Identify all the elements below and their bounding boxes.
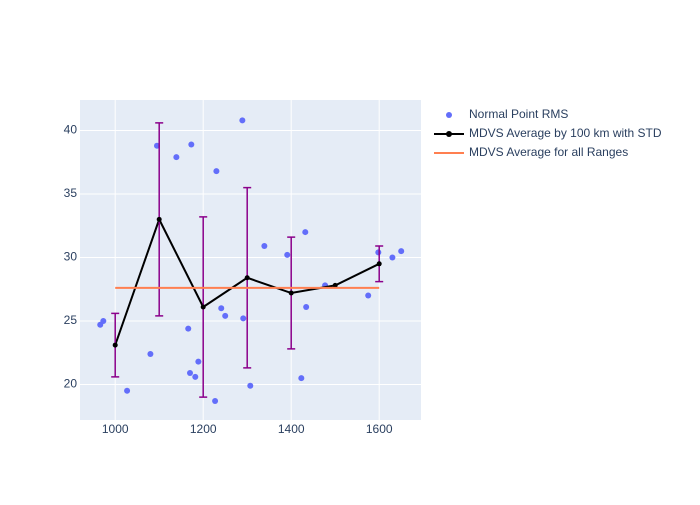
point: [365, 292, 372, 299]
point: [288, 290, 294, 296]
x-tick-label: 1000: [102, 422, 129, 436]
y-tick-label: 20: [64, 377, 78, 391]
point: [212, 397, 219, 404]
legend-marker: [446, 112, 452, 118]
point: [239, 117, 246, 124]
point: [124, 387, 131, 394]
point: [173, 154, 180, 161]
point: [188, 141, 195, 148]
point: [244, 275, 250, 281]
point: [112, 342, 118, 348]
point: [240, 315, 247, 322]
plot-area: [80, 100, 421, 420]
point: [298, 375, 305, 382]
y-tick-label: 40: [64, 123, 78, 137]
point: [147, 350, 154, 357]
point: [247, 382, 254, 389]
point: [389, 254, 396, 261]
y-tick-label: 25: [64, 313, 78, 327]
point: [213, 168, 220, 175]
point: [192, 373, 199, 380]
point: [302, 229, 309, 236]
point: [195, 358, 202, 365]
point: [100, 317, 107, 324]
x-tick-label: 1600: [366, 422, 393, 436]
point: [375, 249, 382, 256]
point: [218, 305, 225, 312]
point: [284, 251, 291, 258]
legend-label: Normal Point RMS: [469, 107, 568, 121]
point: [222, 312, 229, 319]
point: [187, 370, 193, 377]
legend-marker: [446, 131, 452, 137]
point: [303, 303, 310, 310]
legend-label: MDVS Average by 100 km with STD: [469, 126, 662, 140]
point: [376, 261, 382, 267]
y-tick-label: 35: [64, 186, 78, 200]
point: [185, 325, 192, 332]
point: [156, 216, 162, 222]
point: [398, 248, 405, 255]
point: [261, 243, 268, 250]
legend-label: MDVS Average for all Ranges: [469, 145, 628, 159]
point: [200, 304, 206, 310]
y-tick-label: 30: [64, 250, 78, 264]
point: [332, 282, 338, 288]
x-tick-label: 1200: [190, 422, 217, 436]
x-tick-label: 1400: [278, 422, 305, 436]
